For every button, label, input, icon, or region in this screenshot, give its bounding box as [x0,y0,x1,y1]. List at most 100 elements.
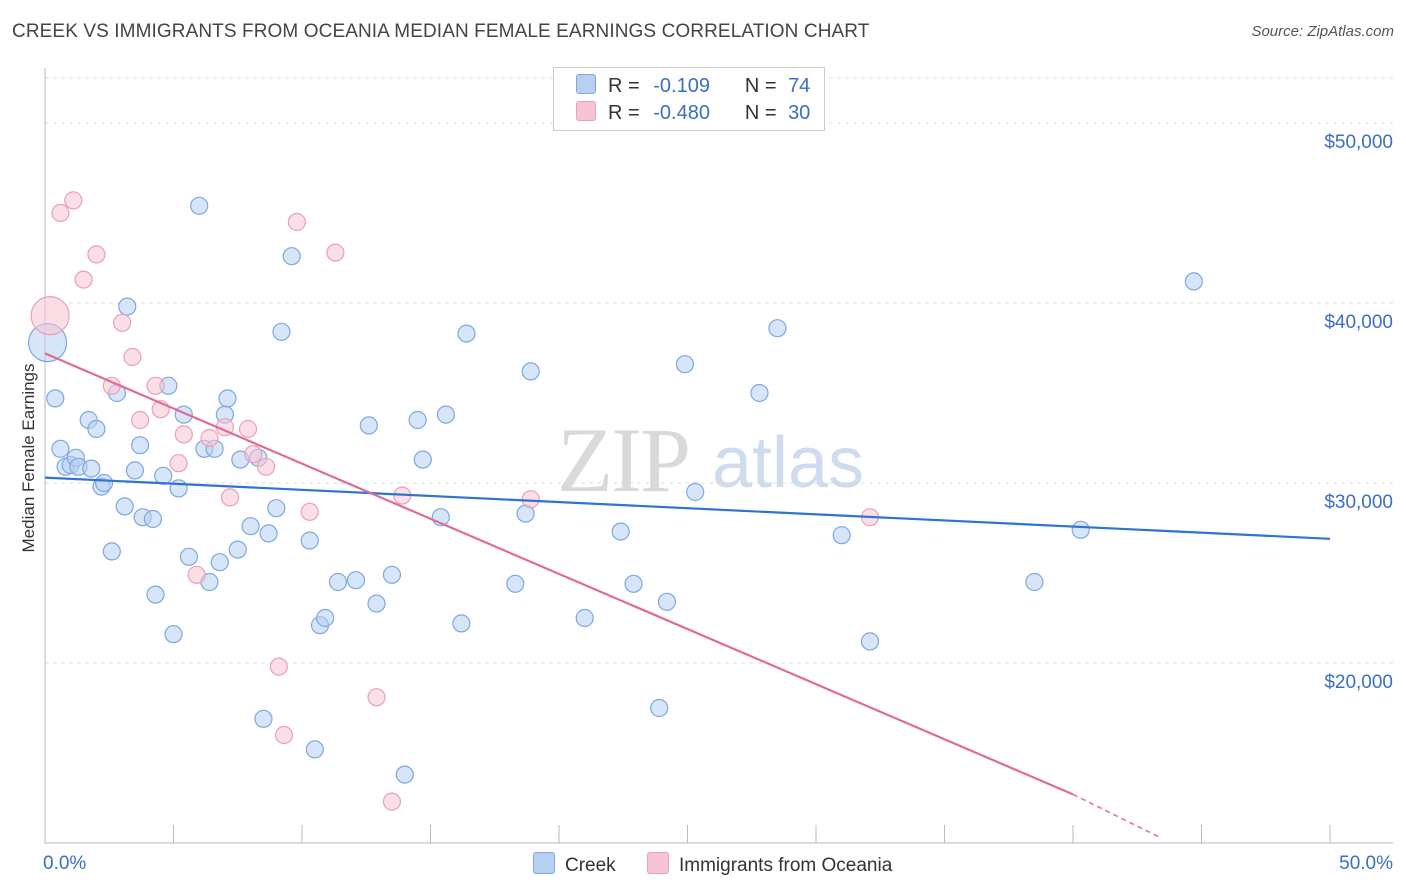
legend-r-value-1: -0.109 [653,75,710,97]
creek-point [164,625,183,644]
oceania-trend-extension [1072,793,1161,839]
creek-swatch [576,74,596,94]
creek-point [316,608,335,628]
oceania-point [300,502,319,521]
creek-point [750,383,769,403]
creek-legend-swatch [533,852,555,874]
creek-point [87,419,106,439]
creek-point [611,522,630,541]
oceania-point [146,376,165,395]
creek-legend-label: Creek [565,855,616,876]
creek-point [154,466,173,485]
creek-point [254,709,273,728]
creek-point [657,592,677,611]
oceania-point [174,425,193,444]
creek-point [1184,272,1203,291]
creek-point [143,509,163,529]
legend-r-label-1: R = [608,75,640,97]
creek-point [102,542,121,561]
x-tick-label-right: 50.0% [1339,853,1393,874]
oceania-point [220,488,240,507]
legend-r-value-2: -0.480 [653,102,710,124]
creek-point [95,473,114,493]
legend-n-label-1: N = [744,75,777,97]
creek-point [130,436,150,455]
oceania-point [51,203,70,223]
creek-point [300,531,319,550]
y-axis-label: Median Female Earnings [19,364,38,553]
oceania-legend-label: Immigrants from Oceania [679,855,893,876]
creek-point [228,540,247,559]
legend-n-label-2: N = [744,102,777,124]
creek-point [241,517,260,536]
y-tick-label: $20,000 [1324,672,1393,693]
creek-point [1071,520,1090,539]
creek-point [768,319,787,338]
oceania-point [87,245,106,264]
oceania-point [169,454,188,473]
creek-point [346,571,366,590]
correlation-legend: R = -0.109 N = 74 R = -0.480 N = 30 [553,67,825,131]
y-tick-label: $50,000 [1324,132,1393,153]
creek-point [457,324,476,343]
oceania-point [64,191,83,210]
creek-point [382,565,402,584]
oceania-point [367,688,386,707]
creek-point [179,547,199,566]
creek-point [82,459,101,478]
creek-point [436,405,456,424]
creek-point [118,297,137,316]
creek-point [125,461,145,480]
creek-point [282,247,301,266]
creek-point [686,482,705,502]
creek-point [521,362,540,381]
legend-row-creek: R = -0.109 N = 74 [576,74,810,100]
oceania-point [238,419,258,439]
creek-point [267,499,286,518]
creek-point [860,632,880,651]
oceania-swatch [576,101,596,121]
watermark-atlas: atlas [712,423,864,503]
trend-lines [44,352,1331,839]
legend-n-value-2: 30 [788,102,811,124]
legend-r-label-2: R = [608,102,640,124]
oceania-point [287,212,306,232]
y-tick-label: $30,000 [1324,492,1393,513]
oceania-point [274,725,294,745]
bottom-legend-creek: Creek [533,852,616,877]
axes [44,68,1393,844]
oceania-point [112,313,132,332]
creek-point [272,322,291,341]
legend-row-oceania: R = -0.480 N = 30 [576,101,810,127]
watermark: ZIP atlas [557,409,864,511]
oceania-point [326,243,345,262]
x-tick-label-left: 0.0% [43,853,86,874]
creek-point [146,585,165,604]
creek-point [218,389,237,408]
oceania-point [269,657,288,676]
creek-point [675,355,695,374]
creek-point [452,614,471,633]
watermark-zip: ZIP [557,409,689,511]
oceania-trend-line [44,352,1074,796]
creek-point [259,524,278,543]
oceania-point [123,347,142,367]
creek-point [51,439,70,458]
creek-point [624,574,643,593]
creek-point [46,389,65,408]
creek-point [359,416,378,435]
oceania-point [30,296,70,336]
bottom-legend-oceania: Immigrants from Oceania [647,852,892,877]
creek-point [832,526,851,545]
gridlines [45,77,1393,664]
oceania-point [382,792,402,811]
creek-point [190,196,209,215]
oceania-point [244,445,263,464]
creek-point [650,698,669,718]
creek-point [210,553,229,572]
creek-point [1025,572,1044,592]
creek-point [169,479,188,498]
oceania-point [130,410,150,430]
creek-point [408,410,427,430]
oceania-point [256,457,276,476]
